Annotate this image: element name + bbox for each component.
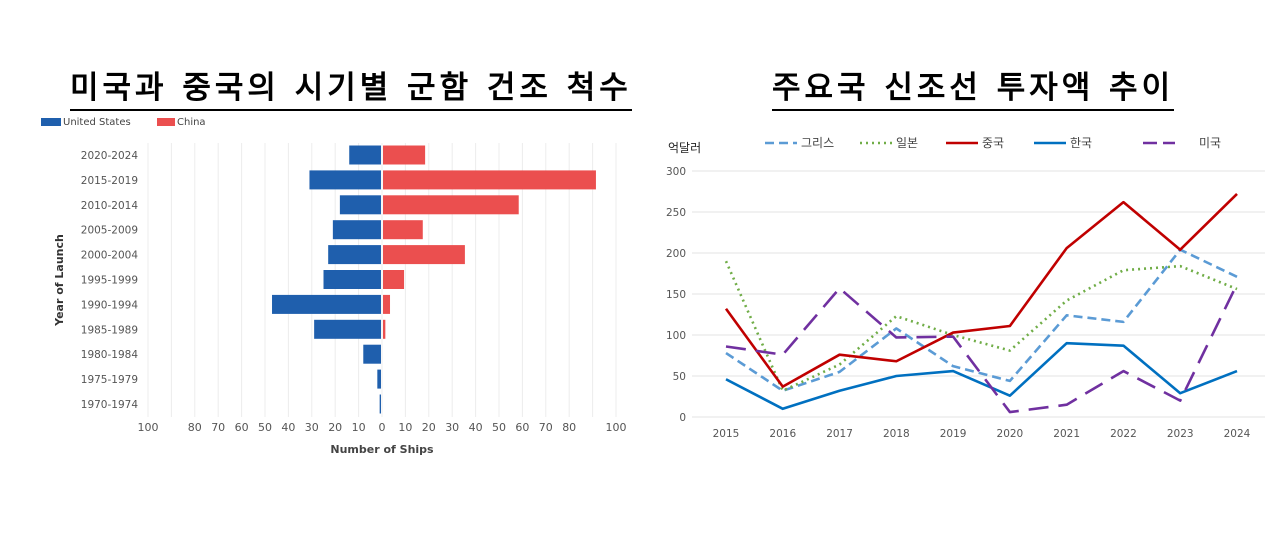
bar-united-states — [339, 195, 381, 215]
x-tick-label: 20 — [422, 421, 436, 434]
x-tick-label: 10 — [398, 421, 412, 434]
x-tick-label: 0 — [379, 421, 386, 434]
line-series-그리스 — [725, 248, 1238, 393]
y-tick-label: 1995-1999 — [81, 275, 138, 287]
y-tick-label: 1985-1989 — [81, 324, 138, 336]
y-tick-label: 1970-1974 — [81, 399, 139, 411]
bar-china — [383, 245, 465, 265]
x-tick-label: 2022 — [1110, 428, 1137, 440]
x-axis-label: Number of Ships — [330, 443, 434, 456]
y-axis-label: Year of Launch — [53, 234, 66, 327]
x-tick-label: 10 — [352, 421, 366, 434]
line-series-한국 — [725, 341, 1238, 411]
legend-label-미국: 미국 — [1199, 136, 1221, 150]
y-tick-label: 2020-2024 — [81, 150, 139, 162]
y-tick-label: 0 — [679, 412, 686, 424]
y-tick-label: 150 — [666, 289, 686, 301]
bar-china — [383, 145, 426, 165]
line-series-중국 — [724, 193, 1238, 388]
legend-swatch-china — [157, 118, 175, 126]
y-tick-label: 1975-1979 — [81, 374, 138, 386]
line-series-일본 — [724, 260, 1238, 393]
x-tick-label: 2015 — [713, 428, 740, 440]
y-tick-label: 2005-2009 — [81, 225, 138, 237]
bar-china — [383, 195, 519, 215]
y-tick-label: 300 — [666, 166, 686, 178]
x-tick-label: 100 — [606, 421, 627, 434]
bar-china — [383, 294, 391, 314]
legend-label-그리스: 그리스 — [801, 136, 834, 150]
x-tick-label: 60 — [235, 421, 249, 434]
bar-china — [383, 270, 405, 289]
bar-china — [383, 170, 596, 190]
x-tick-label: 60 — [515, 421, 529, 434]
x-tick-label: 2020 — [997, 428, 1024, 440]
y-tick-label: 100 — [666, 330, 686, 342]
y-tick-label: 250 — [666, 207, 686, 219]
bar-united-states — [328, 245, 381, 265]
legend-label-일본: 일본 — [896, 136, 918, 150]
x-tick-label: 2016 — [769, 428, 796, 440]
x-tick-label: 70 — [211, 421, 225, 434]
line-series-미국 — [725, 283, 1239, 414]
bar-united-states — [363, 344, 381, 364]
bar-united-states — [349, 145, 381, 165]
bar-united-states — [314, 319, 381, 339]
legend-label-한국: 한국 — [1070, 136, 1092, 150]
x-tick-label: 2023 — [1167, 428, 1194, 440]
legend-swatch-united-states — [41, 118, 61, 126]
x-tick-label: 50 — [492, 421, 506, 434]
x-tick-label: 2024 — [1224, 428, 1251, 440]
x-tick-label: 30 — [445, 421, 459, 434]
y-axis-unit-label: 억달러 — [668, 141, 701, 155]
x-tick-label: 80 — [562, 421, 576, 434]
bar-united-states — [379, 394, 381, 414]
legend-label-united-states: United States — [63, 117, 131, 128]
bar-united-states — [309, 170, 381, 190]
x-tick-label: 2017 — [826, 428, 853, 440]
legend-label-중국: 중국 — [982, 136, 1004, 150]
bar-united-states — [323, 270, 381, 289]
y-tick-label: 2010-2014 — [81, 200, 139, 212]
y-tick-label: 2000-2004 — [81, 250, 139, 262]
legend-label-china: China — [177, 117, 206, 128]
bar-united-states — [332, 220, 381, 240]
y-tick-label: 1990-1994 — [81, 299, 139, 311]
x-tick-label: 30 — [305, 421, 319, 434]
left-chart-title: 미국과 중국의 시기별 군함 건조 척수 — [70, 62, 632, 111]
bar-united-states — [377, 369, 381, 389]
x-tick-label: 40 — [281, 421, 295, 434]
y-tick-label: 50 — [673, 371, 686, 383]
bar-china — [383, 220, 423, 240]
x-tick-label: 2019 — [940, 428, 967, 440]
y-tick-label: 2015-2019 — [81, 175, 138, 187]
x-tick-label: 2018 — [883, 428, 910, 440]
x-tick-label: 70 — [539, 421, 553, 434]
x-tick-label: 40 — [469, 421, 483, 434]
right-chart-title: 주요국 신조선 투자액 추이 — [772, 62, 1175, 111]
x-tick-label: 2021 — [1053, 428, 1080, 440]
x-tick-label: 50 — [258, 421, 272, 434]
x-tick-label: 80 — [188, 421, 202, 434]
bar-united-states — [272, 294, 381, 314]
x-tick-label: 100 — [138, 421, 159, 434]
bar-china — [383, 319, 386, 339]
y-tick-label: 1980-1984 — [81, 349, 139, 361]
x-tick-label: 20 — [328, 421, 342, 434]
y-tick-label: 200 — [666, 248, 686, 260]
